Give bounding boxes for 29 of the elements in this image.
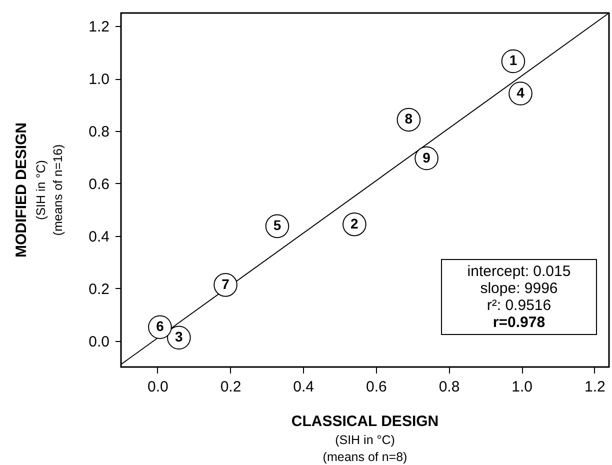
y-tick-label: 0.6 <box>88 176 110 193</box>
x-tick-label: 0.8 <box>438 378 460 396</box>
annotation: r=0.978 <box>492 314 546 331</box>
annotation: 3 <box>175 328 184 345</box>
x-tick-label: 0.6 <box>366 378 387 396</box>
annotation: 4 <box>516 84 525 100</box>
x-axis-title: CLASSICAL DESIGN (SIH in °C) (means of n=8) <box>291 413 439 464</box>
y-tick-label: 1.0 <box>88 71 110 88</box>
y-tick-label: 0.4 <box>88 228 110 246</box>
x-tick-label: 0.0 <box>147 378 168 396</box>
annotation: intercept: 0.015 <box>466 263 572 280</box>
annotation: 7 <box>222 276 230 292</box>
annotation: 8 <box>404 110 413 127</box>
annotation: 2 <box>350 215 359 232</box>
annotation: 9 <box>422 149 431 166</box>
y-tick-label: 0.0 <box>88 333 110 350</box>
annotation: 1 <box>509 52 518 68</box>
x-tick-label: 1.0 <box>512 378 533 396</box>
annotation: 6 <box>156 318 164 334</box>
x-tick-label: 1.2 <box>584 378 606 396</box>
y-tick-label: 0.2 <box>88 280 110 298</box>
x-tick-label: 0.4 <box>293 378 314 396</box>
x-tick-label: 0.2 <box>220 378 242 396</box>
y-tick-label: 0.8 <box>88 124 110 140</box>
annotation: 5 <box>273 217 282 234</box>
annotation: r²: 0.9516 <box>486 297 552 314</box>
y-axis-title: MODIFIED DESIGN (SIH in °C) (means of n=16) <box>13 122 65 258</box>
y-tick-label: 1.2 <box>88 18 110 36</box>
annotation: slope: 9996 <box>479 280 559 297</box>
